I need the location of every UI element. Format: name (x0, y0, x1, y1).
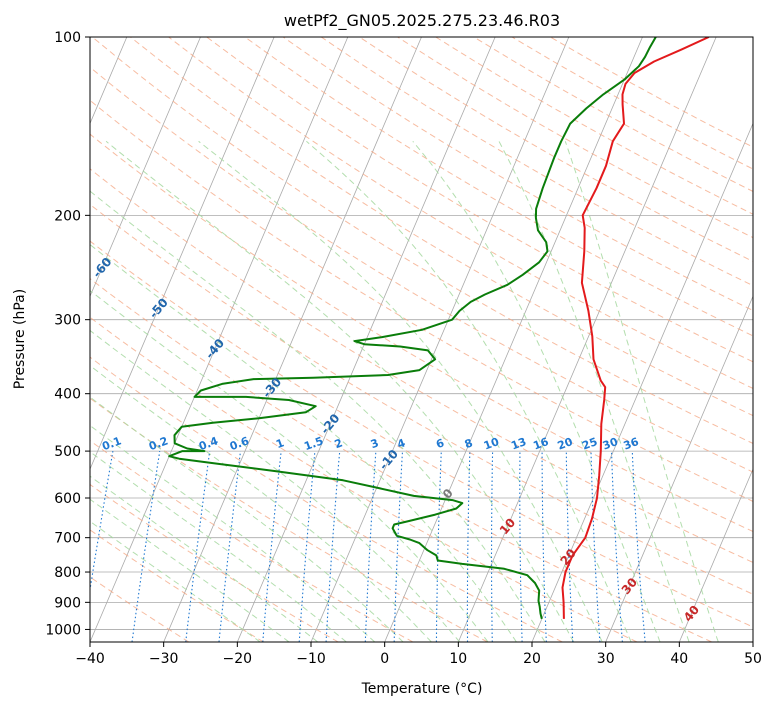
mixing-ratio-line (90, 451, 114, 594)
y-tick-label: 1000 (45, 622, 81, 638)
x-tick-label: 30 (597, 651, 615, 667)
isotherm-line (384, 37, 643, 642)
mixing-ratio-line (185, 451, 211, 642)
mixing-ratio-label: 25 (580, 435, 599, 452)
mixing-ratio-label: 36 (622, 435, 641, 453)
y-axis-label: Pressure (hPa) (12, 289, 28, 389)
moist-adiabat-line (198, 140, 603, 642)
mixing-ratio-label: 16 (531, 435, 550, 453)
axes: −40 −30 −20 −10 0 10 20 30 40 5010020030040050060… (45, 30, 762, 667)
dewpoint-profile (168, 37, 657, 620)
mixing-ratio-label: 0.1 (100, 434, 123, 453)
moist-adiabat-line (90, 424, 376, 642)
y-tick-label: 900 (54, 595, 81, 611)
pressure-grid (90, 37, 753, 630)
x-tick-label: 20 (523, 651, 541, 667)
dry-adiabat-line (90, 529, 264, 642)
dry-adiabat-line (282, 37, 753, 312)
mixing-ratio-label: 0.6 (228, 434, 251, 453)
mixing-ratio-line (298, 451, 316, 642)
mixing-ratio-label: 0.2 (147, 434, 170, 453)
mixing-ratio-label: 1.5 (302, 434, 325, 453)
isotherm-line (678, 468, 753, 642)
y-tick-label: 600 (54, 491, 81, 507)
moist-adiabat-line (90, 190, 546, 642)
mixing-ratio-lines (90, 451, 646, 642)
moist-adiabat-line (498, 141, 690, 642)
isotherm-line (531, 122, 753, 642)
x-tick-label: −40 (75, 651, 105, 667)
y-tick-label: 200 (54, 208, 81, 224)
moist-adiabat-line (105, 140, 575, 642)
mixing-ratio-label: 8 (463, 436, 475, 451)
dry-adiabat-line (244, 37, 753, 337)
plot-frame (89, 36, 754, 643)
dry-adiabat-line (90, 278, 712, 642)
dry-adiabat-line (90, 483, 339, 642)
mixing-ratio-line (131, 451, 161, 642)
y-tick-label: 700 (54, 531, 81, 547)
x-tick-label: −10 (296, 651, 326, 667)
moist-adiabat-line (90, 329, 461, 642)
dry-adiabat-line (130, 37, 753, 417)
y-tick-label: 300 (54, 313, 81, 329)
x-tick-label: −20 (223, 651, 253, 667)
moist-adiabat-line (90, 475, 319, 642)
y-tick-label: 400 (54, 387, 81, 403)
moist-adiabat-line (90, 289, 489, 642)
x-tick-label: −30 (149, 651, 179, 667)
dry-adiabat-line (168, 37, 753, 389)
moist-adiabat-line (90, 451, 347, 642)
dry-adiabat-line (90, 240, 753, 628)
dry-adiabat-line (90, 99, 753, 502)
sounding-profiles (168, 37, 710, 620)
x-tick-label: 10 (449, 651, 467, 667)
mixing-ratio-label: 10 (482, 435, 501, 453)
x-tick-label: 50 (744, 651, 762, 667)
mixing-ratio-line (262, 451, 282, 642)
mixing-ratio-label: 3 (369, 436, 381, 451)
dry-adiabat-line (90, 356, 563, 642)
mixing-ratio-label: 0.4 (197, 434, 220, 453)
moist-adiabat-line (412, 140, 661, 642)
isotherm-line (90, 37, 275, 471)
moist-adiabat-line (90, 243, 517, 642)
moist-adiabat-line (564, 141, 719, 642)
mixing-ratio-label: 1 (274, 436, 286, 451)
chart-title: wetPf2_GN05.2025.275.23.46.R03 (284, 11, 560, 31)
moist-adiabats (90, 140, 719, 642)
mixing-ratio-label: 4 (395, 436, 407, 451)
dry-adiabat-line (90, 133, 753, 533)
isotherm-line (90, 37, 349, 642)
dry-adiabat-line (91, 37, 753, 445)
dry-adiabat-line (90, 168, 753, 563)
mixing-ratio-line (631, 451, 646, 642)
moist-adiabat-line (90, 365, 432, 642)
mixing-ratio-label: 20 (556, 435, 575, 453)
temperature-profile (561, 37, 710, 619)
dry-adiabat-line (90, 203, 753, 595)
y-tick-label: 800 (54, 565, 81, 581)
dry-adiabats (90, 37, 753, 642)
isotherm-line (605, 295, 753, 642)
mixing-ratio-label: 30 (601, 435, 620, 453)
x-tick-label: 0 (380, 651, 389, 667)
mixing-ratio-label: 6 (434, 436, 446, 451)
x-tick-label: 40 (670, 651, 688, 667)
isotherm-line (90, 37, 201, 298)
x-axis-label: Temperature (°C) (361, 681, 483, 697)
moist-adiabat-line (306, 140, 632, 642)
mixing-ratio-line (218, 451, 242, 642)
mixing-ratio-label: 13 (509, 435, 528, 452)
y-tick-label: 500 (54, 444, 81, 460)
plot-area: 0.10.20.40.611.52346810131620253036-100-… (90, 37, 753, 642)
y-tick-label: 100 (54, 30, 81, 46)
isotherm-line (457, 37, 717, 642)
isotherm-line (163, 37, 422, 642)
mixing-ratio-label: 2 (333, 436, 345, 451)
